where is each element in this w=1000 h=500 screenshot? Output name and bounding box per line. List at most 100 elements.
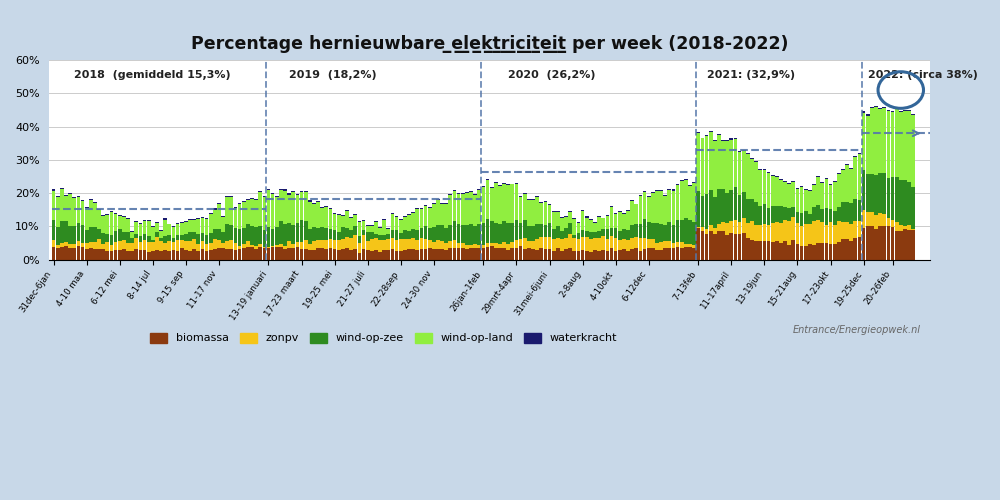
Bar [895, 231, 899, 260]
Bar [606, 214, 609, 216]
Bar [238, 246, 241, 249]
Bar [833, 224, 837, 244]
Bar [246, 241, 250, 247]
Bar [858, 222, 861, 236]
Bar [568, 212, 572, 224]
Bar [787, 184, 791, 208]
Bar [308, 200, 312, 202]
Bar [775, 242, 779, 260]
Bar [498, 224, 502, 244]
Bar [498, 248, 502, 260]
Bar [122, 250, 126, 260]
Bar [225, 248, 229, 260]
Bar [746, 238, 750, 260]
Bar [572, 251, 576, 260]
Bar [849, 224, 853, 241]
Bar [878, 109, 882, 173]
Bar [436, 249, 440, 260]
Bar [593, 238, 597, 250]
Bar [515, 220, 518, 240]
Bar [436, 200, 440, 225]
Bar [845, 240, 849, 260]
Bar [213, 239, 217, 248]
Bar [705, 134, 708, 136]
Bar [72, 244, 76, 248]
Bar [577, 239, 580, 251]
Bar [903, 229, 907, 260]
Bar [440, 225, 444, 240]
Bar [767, 208, 770, 225]
Bar [651, 222, 655, 239]
Bar [482, 245, 485, 248]
Bar [490, 242, 494, 246]
Bar [176, 224, 179, 235]
Bar [353, 248, 357, 260]
Bar [903, 180, 907, 226]
Bar [870, 108, 874, 174]
Bar [345, 238, 349, 248]
Bar [758, 169, 762, 170]
Bar [535, 224, 539, 239]
Bar [647, 239, 651, 248]
Bar [366, 250, 370, 260]
Bar [837, 242, 841, 260]
Bar [791, 182, 795, 206]
Bar [85, 244, 89, 248]
Bar [424, 239, 427, 249]
Bar [825, 208, 828, 225]
Bar [353, 235, 357, 248]
Bar [874, 215, 878, 228]
Bar [420, 208, 423, 209]
Bar [234, 228, 237, 242]
Bar [370, 250, 374, 260]
Bar [705, 234, 708, 260]
Bar [676, 220, 679, 242]
Bar [250, 244, 254, 248]
Bar [287, 194, 291, 222]
Bar [891, 112, 894, 178]
Bar [201, 232, 204, 241]
Bar [589, 252, 593, 260]
Bar [139, 242, 142, 250]
Bar [457, 224, 460, 244]
Bar [531, 241, 535, 249]
Bar [725, 141, 729, 193]
Bar [217, 229, 221, 240]
Bar [667, 190, 671, 222]
Bar [110, 212, 113, 234]
Bar [275, 198, 279, 228]
Bar [469, 192, 473, 224]
Bar [763, 204, 766, 224]
Bar [527, 241, 531, 248]
Bar [589, 219, 593, 220]
Bar [188, 220, 192, 232]
Bar [110, 245, 113, 251]
Bar [878, 108, 882, 109]
Bar [254, 199, 258, 200]
Bar [606, 216, 609, 229]
Bar [126, 250, 130, 260]
Bar [882, 108, 886, 174]
Bar [324, 250, 328, 260]
Bar [639, 250, 642, 260]
Bar [143, 240, 146, 250]
Bar [841, 222, 845, 239]
Bar [130, 238, 134, 243]
Bar [833, 180, 837, 182]
Bar [523, 194, 527, 220]
Bar [725, 193, 729, 224]
Bar [519, 196, 522, 197]
Bar [791, 240, 795, 260]
Bar [734, 234, 737, 260]
Bar [804, 246, 808, 260]
Bar [229, 240, 233, 248]
Bar [291, 248, 295, 260]
Bar [370, 226, 374, 232]
Bar [225, 198, 229, 224]
Bar [320, 207, 324, 208]
Bar [56, 245, 60, 248]
Bar [333, 212, 336, 214]
Bar [320, 248, 324, 260]
Bar [407, 231, 411, 239]
Bar [606, 251, 609, 260]
